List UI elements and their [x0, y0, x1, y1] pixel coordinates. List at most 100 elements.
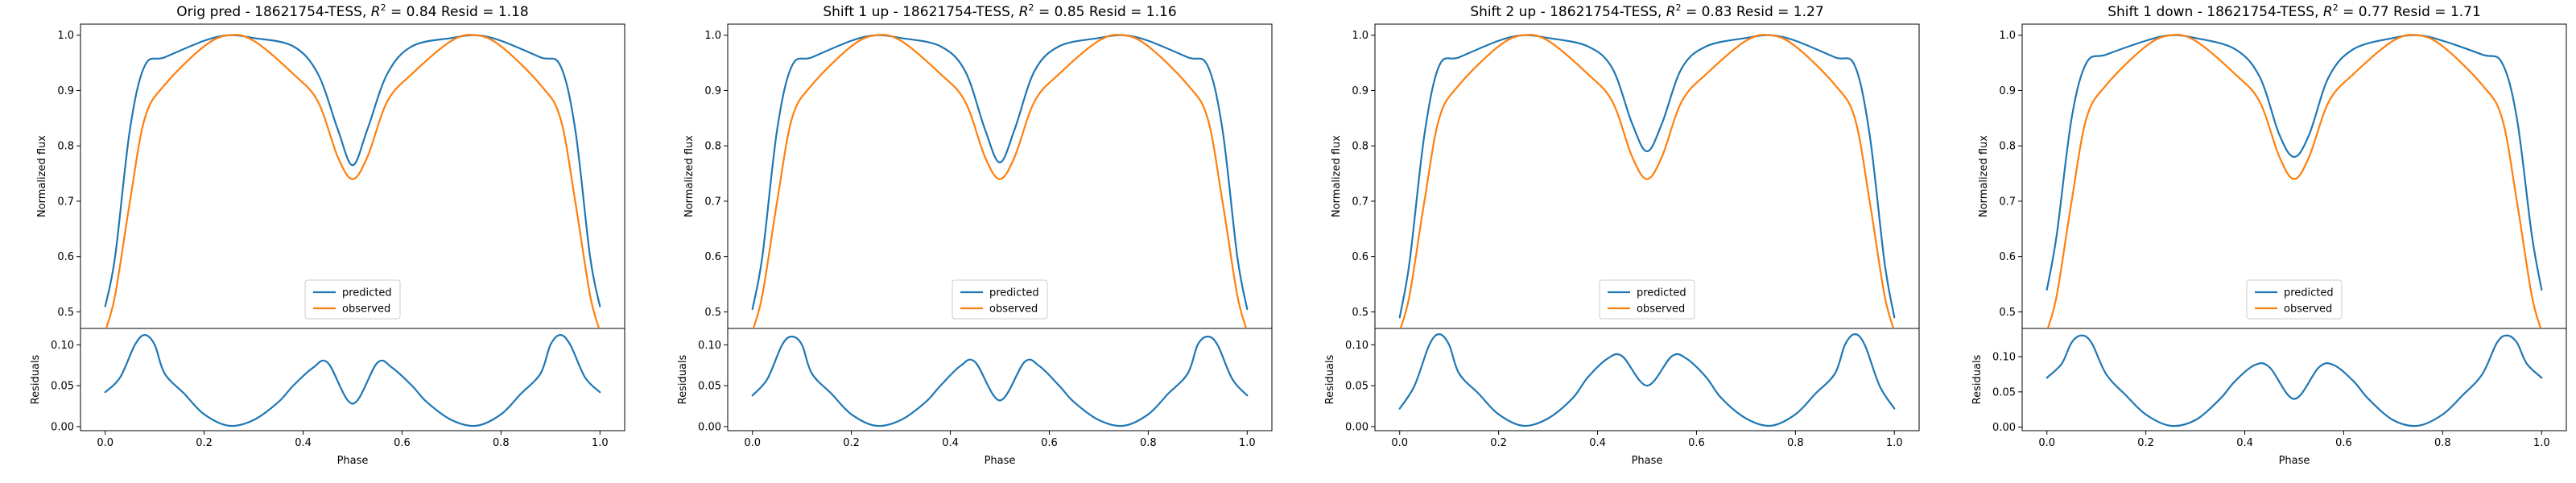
chart-title: Orig pred - 18621754-TESS, R2 = 0.84 Res…	[176, 2, 528, 20]
legend: predicted observed	[2246, 279, 2343, 320]
x-tick-label: 0.2	[843, 437, 860, 449]
x-tick-label: 0.0	[2038, 437, 2055, 449]
x-axis-label: Phase	[1632, 455, 1663, 467]
bottom-y-tick-label: 0.05	[1992, 386, 2016, 398]
series-line-residuals	[751, 336, 1249, 427]
series-line-residuals	[1398, 333, 1896, 427]
x-axis-label: Phase	[985, 455, 1016, 467]
bottom-y-tick-label: 0.00	[51, 421, 74, 433]
subplot-4: Shift 1 down - 18621754-TESS, R2 = 0.77 …	[1971, 2, 2567, 467]
top-y-tick-label: 0.7	[1999, 196, 2016, 208]
top-y-tick-label: 0.8	[1999, 141, 2016, 153]
x-tick-label: 1.0	[592, 437, 609, 449]
top-y-tick-label: 0.9	[57, 85, 74, 97]
top-y-axis-label: Normalized flux	[1978, 135, 1990, 217]
subplot-3: Shift 2 up - 18621754-TESS, R2 = 0.83 Re…	[1324, 2, 1920, 467]
chart-title: Shift 1 down - 18621754-TESS, R2 = 0.77 …	[2107, 2, 2481, 20]
x-tick-label: 0.6	[394, 437, 411, 449]
x-tick-label: 0.0	[1391, 437, 1408, 449]
legend: predicted observed	[1599, 279, 1695, 320]
bottom-y-tick-label: 0.10	[51, 340, 74, 352]
bottom-axes-frame	[80, 328, 625, 431]
title-r-symbol: R	[371, 4, 381, 20]
title-r-superscript: 2	[381, 2, 386, 13]
bottom-y-tick-label: 0.00	[1345, 421, 1368, 433]
title-resid: Resid = 1.27	[1732, 4, 1823, 20]
top-y-tick-label: 0.7	[1352, 196, 1368, 208]
title-prefix: Orig pred - 18621754-TESS,	[176, 4, 371, 20]
bottom-y-axis-label: Residuals	[1324, 354, 1336, 404]
top-y-tick-label: 0.6	[57, 251, 74, 263]
top-y-tick-label: 0.5	[704, 307, 721, 319]
top-y-tick-label: 1.0	[1999, 30, 2016, 42]
x-axis-label: Phase	[337, 455, 369, 467]
bottom-y-tick-label: 0.00	[698, 421, 721, 433]
bottom-y-tick-label: 0.10	[698, 340, 721, 352]
top-y-tick-label: 1.0	[704, 30, 721, 42]
x-tick-label: 0.4	[942, 437, 959, 449]
top-y-tick-label: 0.8	[1352, 141, 1368, 153]
x-tick-label: 0.8	[1787, 437, 1804, 449]
title-r2-value: = 0.77	[2339, 4, 2389, 20]
legend-label-predicted: predicted	[989, 287, 1039, 299]
x-tick-label: 1.0	[1239, 437, 1256, 449]
bottom-y-axis-label: Residuals	[30, 354, 42, 404]
series-line-predicted	[751, 34, 1249, 311]
x-tick-label: 0.6	[2335, 437, 2352, 449]
bottom-y-tick-label: 0.05	[698, 381, 721, 393]
top-y-tick-label: 0.7	[704, 196, 721, 208]
chart-title: Shift 2 up - 18621754-TESS, R2 = 0.83 Re…	[1470, 2, 1823, 20]
top-y-tick-label: 0.8	[704, 141, 721, 153]
x-tick-label: 0.4	[2236, 437, 2253, 449]
title-prefix: Shift 2 up - 18621754-TESS,	[1470, 4, 1666, 20]
x-tick-label: 0.2	[196, 437, 213, 449]
x-tick-label: 0.6	[1688, 437, 1705, 449]
series-line-observed	[752, 34, 1248, 328]
subplot-1: Orig pred - 18621754-TESS, R2 = 0.84 Res…	[30, 2, 625, 467]
title-r-superscript: 2	[1676, 2, 1682, 13]
series-line-observed	[2046, 34, 2542, 328]
title-prefix: Shift 1 up - 18621754-TESS,	[823, 4, 1018, 20]
title-r-superscript: 2	[2333, 2, 2339, 13]
top-y-tick-label: 0.5	[1352, 307, 1368, 319]
top-y-axis-label: Normalized flux	[36, 135, 48, 217]
title-prefix: Shift 1 down - 18621754-TESS,	[2107, 4, 2323, 20]
top-y-tick-label: 1.0	[57, 30, 74, 42]
bottom-y-axis-label: Residuals	[677, 354, 689, 404]
top-y-tick-label: 0.5	[57, 307, 74, 319]
series-line-residuals	[104, 334, 601, 427]
bottom-y-tick-label: 0.10	[1345, 340, 1368, 352]
x-tick-label: 0.4	[295, 437, 312, 449]
legend-label-observed: observed	[989, 303, 1038, 316]
bottom-axes-frame	[727, 328, 1273, 431]
title-resid: Resid = 1.71	[2389, 4, 2481, 20]
title-r-symbol: R	[2323, 4, 2333, 20]
x-tick-label: 0.0	[744, 437, 761, 449]
series-line-predicted	[1398, 34, 1896, 319]
legend-label-predicted: predicted	[1637, 287, 1686, 299]
bottom-y-tick-label: 0.05	[51, 381, 74, 393]
subplot-2: Shift 1 up - 18621754-TESS, R2 = 0.85 Re…	[677, 2, 1273, 467]
top-y-axis-label: Normalized flux	[1331, 135, 1343, 217]
series-line-predicted	[2046, 34, 2543, 291]
title-r2-value: = 0.84	[386, 4, 437, 20]
bottom-axes-frame	[2021, 328, 2567, 431]
legend: predicted observed	[952, 279, 1048, 320]
chart-title: Shift 1 up - 18621754-TESS, R2 = 0.85 Re…	[823, 2, 1176, 20]
title-r2-value: = 0.85	[1034, 4, 1085, 20]
subplots: Orig pred - 18621754-TESS, R2 = 0.84 Res…	[30, 2, 2567, 467]
legend-label-observed: observed	[1637, 303, 1685, 316]
series-line-observed	[105, 34, 601, 328]
x-tick-label: 0.2	[1490, 437, 1507, 449]
top-y-tick-label: 0.7	[57, 196, 74, 208]
x-tick-label: 0.0	[97, 437, 114, 449]
x-tick-label: 1.0	[1886, 437, 1903, 449]
top-y-tick-label: 0.6	[1352, 251, 1368, 263]
legend-label-observed: observed	[342, 303, 390, 316]
title-r-superscript: 2	[1029, 2, 1034, 13]
legend: predicted observed	[304, 279, 401, 320]
top-y-tick-label: 0.9	[1999, 85, 2016, 97]
bottom-y-axis-label: Residuals	[1971, 354, 1984, 404]
